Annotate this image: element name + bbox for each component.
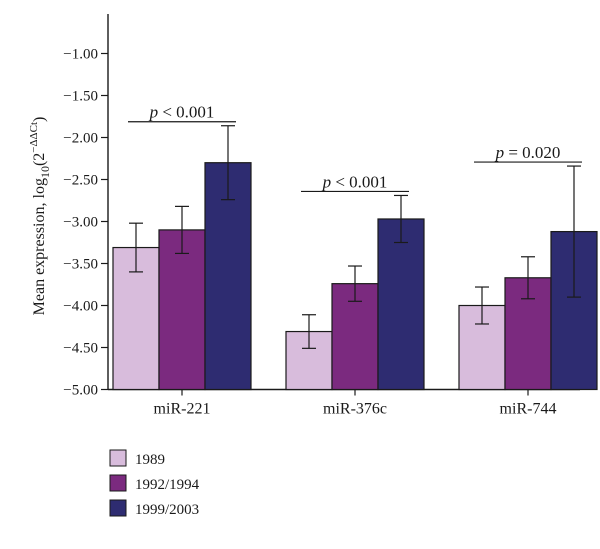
significance-label: p = 0.020 bbox=[495, 143, 561, 162]
legend-label: 1992/1994 bbox=[135, 477, 200, 493]
significance-label: p < 0.001 bbox=[149, 103, 215, 122]
y-tick-label: −3.50 bbox=[63, 257, 98, 273]
y-axis-title-main: Mean expression, log bbox=[31, 178, 48, 315]
x-tick-label: miR-221 bbox=[154, 401, 211, 418]
y-axis-title-sup: −ΔΔCt bbox=[28, 122, 40, 153]
y-tick-label: −2.50 bbox=[63, 173, 98, 189]
y-axis-title-base: (2 bbox=[31, 153, 48, 166]
y-tick-label: −3.00 bbox=[63, 215, 98, 231]
y-tick-label: −1.00 bbox=[63, 47, 98, 63]
legend-label: 1999/2003 bbox=[135, 502, 199, 518]
x-tick-label: miR-376c bbox=[323, 401, 387, 418]
bar bbox=[204, 162, 252, 391]
y-tick-label: −2.00 bbox=[63, 131, 98, 147]
bar bbox=[377, 218, 425, 391]
significance-label: p < 0.001 bbox=[322, 172, 388, 191]
y-tick-label: −4.50 bbox=[63, 341, 98, 357]
legend-swatch bbox=[109, 449, 127, 467]
y-tick-label: −4.00 bbox=[63, 299, 98, 315]
legend-swatch bbox=[109, 499, 127, 517]
legend-label: 1989 bbox=[135, 452, 165, 468]
y-axis-title-close: ) bbox=[31, 117, 48, 122]
y-tick-label: −1.50 bbox=[63, 89, 98, 105]
y-axis-title-sub: 10 bbox=[38, 166, 52, 178]
y-axis-title: Mean expression, log10(2−ΔΔCt) bbox=[28, 117, 52, 316]
x-tick-label: miR-744 bbox=[500, 401, 557, 418]
legend-swatch bbox=[109, 474, 127, 492]
y-tick-label: −5.00 bbox=[63, 383, 98, 399]
